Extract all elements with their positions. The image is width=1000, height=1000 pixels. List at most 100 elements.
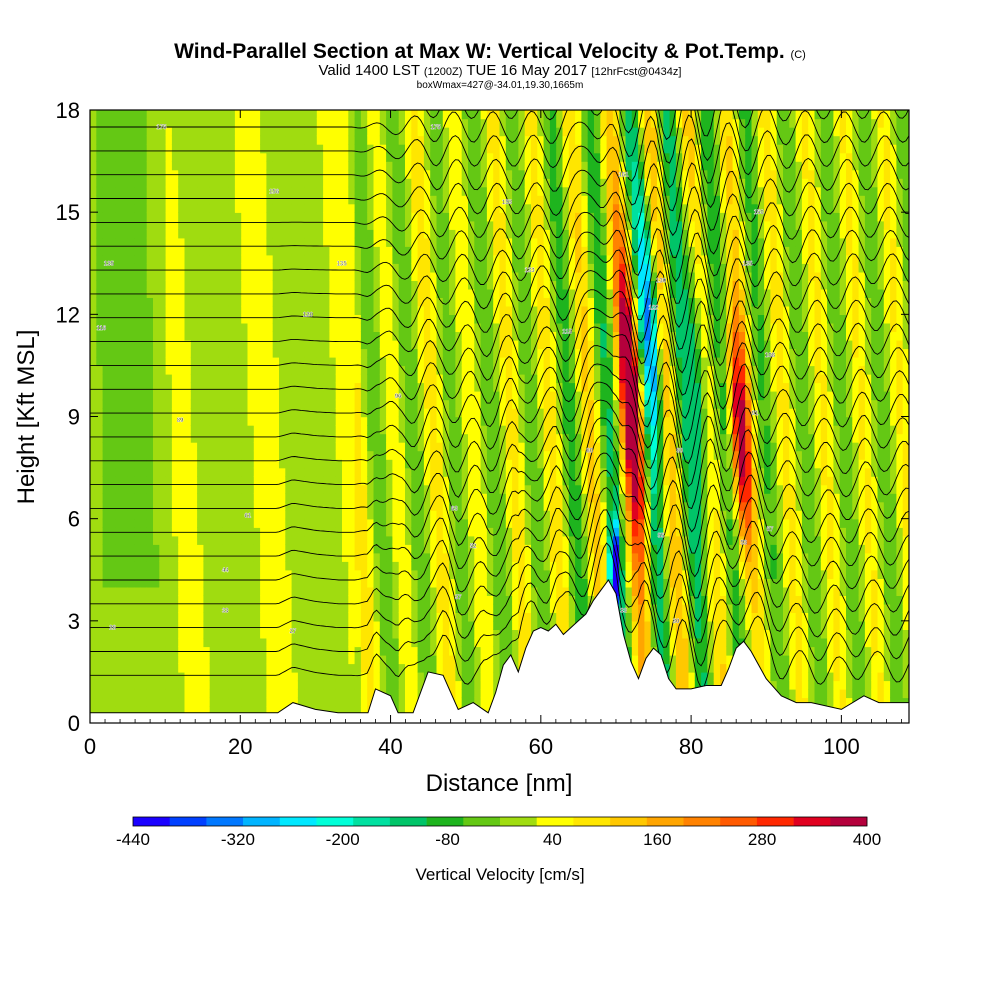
velocity-cell bbox=[266, 229, 274, 239]
velocity-cell bbox=[190, 535, 198, 545]
velocity-cell bbox=[234, 706, 242, 716]
velocity-cell bbox=[486, 595, 494, 605]
velocity-cell bbox=[165, 271, 173, 281]
velocity-cell bbox=[159, 425, 167, 435]
velocity-cell bbox=[272, 237, 280, 247]
velocity-cell bbox=[316, 663, 324, 673]
velocity-cell bbox=[279, 127, 286, 137]
velocity-cell bbox=[108, 118, 116, 128]
velocity-cell bbox=[127, 493, 135, 503]
velocity-cell bbox=[146, 476, 154, 486]
velocity-cell bbox=[342, 518, 349, 528]
velocity-cell bbox=[197, 680, 205, 690]
velocity-cell bbox=[430, 322, 438, 332]
velocity-cell bbox=[228, 178, 236, 188]
velocity-cell bbox=[486, 450, 494, 460]
velocity-cell bbox=[153, 408, 160, 418]
velocity-cell bbox=[222, 254, 230, 264]
velocity-cell bbox=[398, 127, 406, 137]
velocity-cell bbox=[209, 373, 217, 384]
velocity-cell bbox=[405, 535, 412, 545]
velocity-cell bbox=[272, 186, 280, 196]
velocity-cell bbox=[190, 518, 198, 528]
velocity-cell bbox=[455, 442, 463, 452]
velocity-cell bbox=[115, 339, 123, 350]
velocity-cell bbox=[184, 229, 192, 239]
velocity-cell bbox=[430, 467, 438, 477]
velocity-cell bbox=[90, 416, 97, 426]
velocity-cell bbox=[297, 646, 305, 656]
velocity-cell bbox=[499, 127, 507, 137]
velocity-cell bbox=[442, 195, 450, 205]
velocity-cell bbox=[127, 127, 135, 137]
velocity-cell bbox=[127, 501, 135, 511]
velocity-cell bbox=[505, 305, 513, 315]
velocity-cell bbox=[171, 459, 179, 469]
velocity-cell bbox=[108, 144, 116, 154]
velocity-cell bbox=[405, 620, 412, 630]
velocity-cell bbox=[203, 373, 211, 384]
velocity-cell bbox=[304, 442, 312, 452]
velocity-cell bbox=[310, 246, 318, 256]
velocity-cell bbox=[423, 552, 431, 562]
velocity-cell bbox=[417, 195, 425, 205]
velocity-cell bbox=[449, 382, 457, 392]
velocity-cell bbox=[323, 212, 331, 222]
velocity-cell bbox=[153, 442, 160, 452]
velocity-cell bbox=[253, 442, 261, 452]
velocity-cell bbox=[405, 314, 412, 324]
velocity-cell bbox=[115, 425, 123, 435]
velocity-cell bbox=[360, 603, 368, 613]
velocity-cell bbox=[310, 203, 318, 213]
velocity-cell bbox=[524, 578, 532, 588]
velocity-cell bbox=[455, 654, 463, 665]
velocity-cell bbox=[260, 127, 268, 137]
velocity-cell bbox=[398, 433, 406, 443]
velocity-cell bbox=[96, 161, 104, 171]
velocity-cell bbox=[178, 220, 186, 230]
velocity-cell bbox=[171, 322, 179, 332]
velocity-cell bbox=[323, 348, 331, 358]
velocity-cell bbox=[423, 339, 431, 350]
velocity-cell bbox=[518, 535, 526, 545]
velocity-cell bbox=[398, 356, 406, 367]
velocity-cell bbox=[417, 603, 425, 613]
velocity-cell bbox=[291, 450, 299, 460]
velocity-cell bbox=[108, 578, 116, 588]
velocity-cell bbox=[146, 544, 154, 554]
velocity-cell bbox=[209, 493, 217, 503]
velocity-cell bbox=[90, 229, 97, 239]
velocity-cell bbox=[165, 459, 173, 469]
velocity-cell bbox=[222, 416, 230, 426]
velocity-cell bbox=[335, 586, 343, 596]
velocity-cell bbox=[247, 246, 255, 256]
velocity-cell bbox=[285, 186, 293, 196]
velocity-cell bbox=[153, 169, 160, 179]
velocity-cell bbox=[373, 663, 381, 673]
velocity-cell bbox=[279, 442, 286, 452]
velocity-cell bbox=[253, 399, 261, 409]
velocity-cell bbox=[392, 297, 400, 307]
velocity-cell bbox=[468, 220, 475, 230]
velocity-cell bbox=[405, 425, 412, 435]
velocity-cell bbox=[171, 697, 179, 707]
velocity-cell bbox=[140, 646, 148, 656]
velocity-cell bbox=[140, 561, 148, 571]
velocity-cell bbox=[96, 356, 104, 367]
velocity-cell bbox=[398, 331, 406, 341]
velocity-cell bbox=[203, 459, 211, 469]
velocity-cell bbox=[310, 552, 318, 562]
velocity-cell bbox=[266, 118, 274, 128]
velocity-cell bbox=[159, 476, 167, 486]
velocity-cell bbox=[518, 612, 526, 622]
velocity-cell bbox=[291, 595, 299, 605]
velocity-cell bbox=[449, 561, 457, 571]
velocity-cell bbox=[316, 212, 324, 222]
velocity-cell bbox=[297, 297, 305, 307]
velocity-cell bbox=[524, 620, 532, 630]
velocity-cell bbox=[493, 671, 501, 682]
velocity-cell bbox=[379, 663, 387, 673]
velocity-cell bbox=[455, 612, 463, 622]
velocity-cell bbox=[146, 680, 154, 690]
velocity-cell bbox=[468, 561, 475, 571]
